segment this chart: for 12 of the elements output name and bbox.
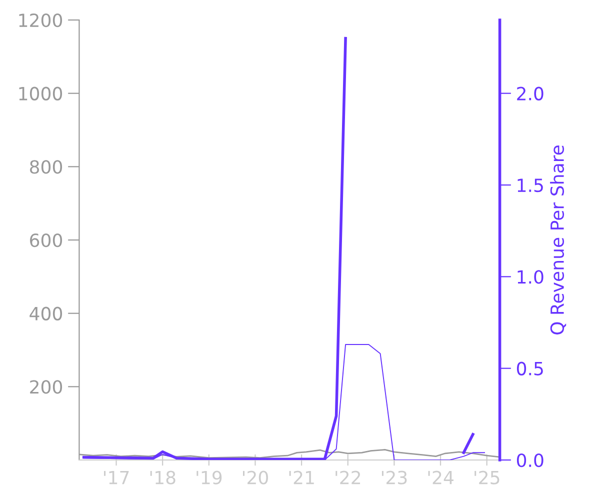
- y-tick-label: 400: [30, 306, 62, 320]
- y2-tick-label: 1.0: [518, 270, 544, 284]
- y2-tick-label: 1.5: [518, 178, 543, 192]
- y2-tick-label: 0.0: [516, 453, 544, 468]
- y-tick-label: 600: [30, 233, 62, 248]
- y2-tick-label: 0.5: [516, 362, 543, 376]
- y-tick-label: 800: [30, 160, 62, 174]
- y-tick-label: 1200: [19, 13, 62, 28]
- y-tick-label: 1000: [19, 86, 62, 100]
- y2-axis-title: Q Revenue Per Share: [550, 146, 566, 334]
- y2-tick-label: 2.0: [517, 86, 544, 100]
- y-tick-label: 200: [30, 380, 62, 394]
